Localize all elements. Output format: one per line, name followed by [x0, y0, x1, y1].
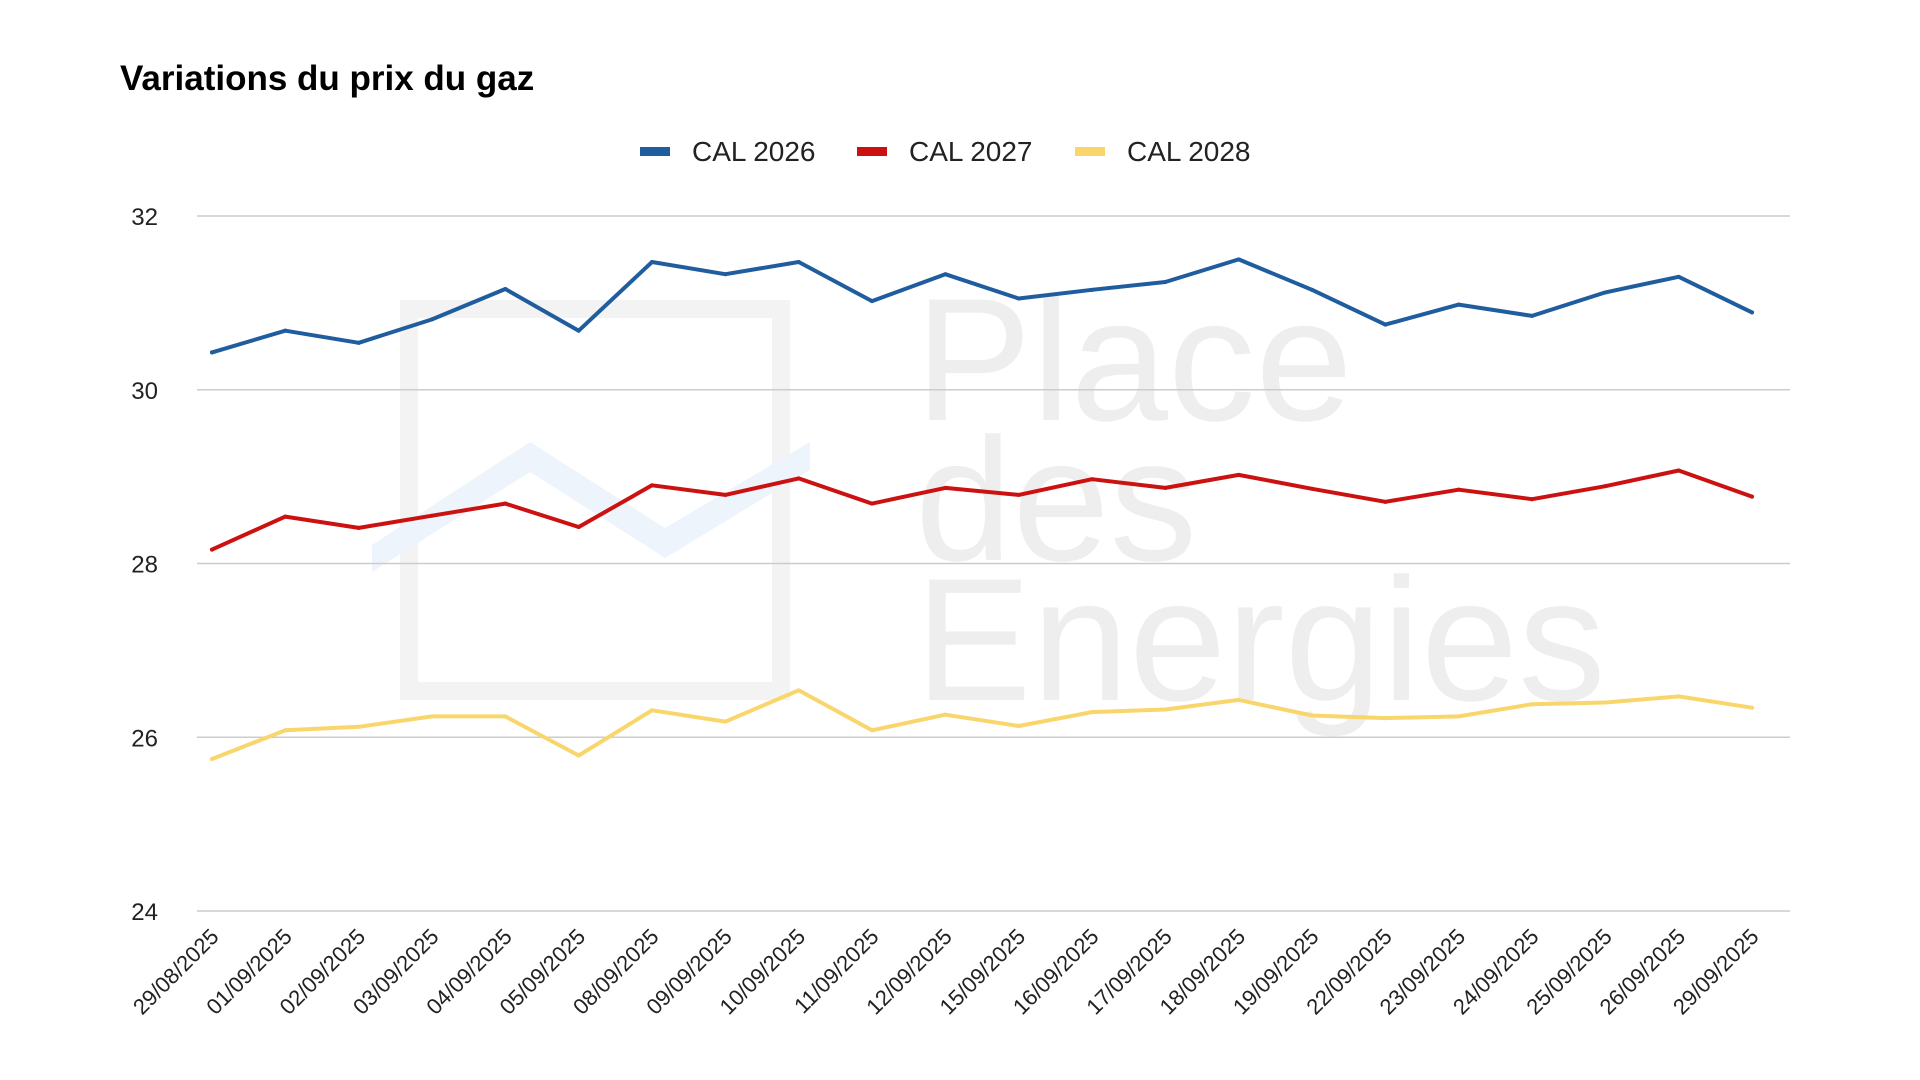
- legend-swatch: [1075, 147, 1105, 156]
- data-point: [1750, 705, 1754, 710]
- data-point: [210, 756, 214, 761]
- series-line: [210, 468, 1754, 552]
- data-point: [1163, 485, 1168, 490]
- data-point: [723, 492, 728, 497]
- data-point: [503, 501, 508, 506]
- data-point: [943, 712, 948, 717]
- y-tick-label: 32: [131, 204, 158, 231]
- data-point: [1310, 287, 1314, 292]
- y-tick-label: 28: [131, 552, 158, 579]
- data-point: [430, 317, 434, 322]
- data-point: [1530, 702, 1534, 707]
- data-point: [1016, 296, 1021, 301]
- data-point: [723, 272, 728, 277]
- data-point: [210, 350, 214, 355]
- data-point: [283, 728, 288, 733]
- data-point: [1456, 714, 1461, 719]
- data-point: [1016, 492, 1021, 497]
- data-point: [576, 525, 581, 530]
- data-point: [430, 513, 434, 518]
- data-point: [1530, 497, 1534, 502]
- legend-label: CAL 2027: [909, 136, 1033, 167]
- data-point: [796, 476, 801, 481]
- data-point: [576, 753, 581, 758]
- data-point: [1383, 716, 1388, 721]
- data-point: [1750, 494, 1754, 499]
- grid: [197, 215, 1790, 912]
- watermark-text-line: Place: [915, 263, 1353, 458]
- data-point: [1163, 280, 1168, 285]
- data-point: [1750, 310, 1754, 315]
- data-point: [870, 728, 874, 733]
- data-point: [796, 688, 801, 693]
- data-point: [1090, 287, 1094, 292]
- data-point: [1090, 477, 1094, 482]
- data-point: [796, 260, 801, 265]
- legend-swatch: [857, 147, 887, 156]
- data-point: [1016, 723, 1021, 728]
- data-point: [870, 501, 874, 506]
- data-point: [1236, 697, 1241, 702]
- data-point: [1163, 707, 1168, 712]
- data-point: [650, 708, 654, 713]
- y-tick-label: 26: [131, 725, 158, 752]
- legend-label: CAL 2028: [1127, 136, 1251, 167]
- data-point: [1090, 710, 1094, 715]
- series-lines: [210, 257, 1754, 761]
- y-axis-ticks: 24 26 28 30 32: [131, 204, 158, 926]
- series-line: [210, 688, 1754, 761]
- data-point: [943, 272, 948, 277]
- data-point: [1383, 499, 1388, 504]
- watermark: Place des Energies: [372, 263, 1606, 738]
- data-point: [356, 724, 361, 729]
- data-point: [1456, 302, 1461, 307]
- data-point: [1603, 290, 1608, 295]
- data-point: [503, 714, 508, 719]
- data-point: [870, 299, 874, 304]
- watermark-logo: [372, 300, 810, 700]
- data-point: [723, 719, 728, 724]
- data-point: [1603, 700, 1608, 705]
- data-point: [1676, 274, 1681, 279]
- data-point: [1676, 468, 1681, 473]
- data-point: [1456, 487, 1461, 492]
- watermark-text-line: des: [915, 403, 1197, 598]
- data-point: [283, 514, 288, 519]
- legend: CAL 2026 CAL 2027 CAL 2028: [640, 136, 1251, 167]
- data-point: [943, 485, 948, 490]
- data-point: [1236, 472, 1241, 477]
- legend-swatch: [640, 147, 670, 156]
- data-point: [1530, 313, 1534, 318]
- data-point: [356, 340, 361, 345]
- data-point: [503, 286, 508, 291]
- data-point: [283, 328, 288, 333]
- series-line: [210, 257, 1754, 355]
- chart-title: Variations du prix du gaz: [120, 59, 534, 98]
- data-point: [650, 260, 654, 265]
- data-point: [430, 714, 434, 719]
- data-point: [650, 483, 654, 488]
- data-point: [1383, 322, 1388, 327]
- data-point: [210, 547, 214, 552]
- data-point: [1676, 694, 1681, 699]
- legend-label: CAL 2026: [692, 136, 816, 167]
- data-point: [356, 525, 361, 530]
- data-point: [1603, 484, 1608, 489]
- y-tick-label: 30: [131, 378, 158, 405]
- y-tick-label: 24: [131, 899, 158, 926]
- data-point: [1236, 257, 1241, 262]
- x-axis-ticks: 29/08/202501/09/202502/09/202503/09/2025…: [128, 924, 1764, 1020]
- data-point: [576, 328, 581, 333]
- data-point: [1310, 486, 1314, 491]
- data-point: [1310, 713, 1314, 718]
